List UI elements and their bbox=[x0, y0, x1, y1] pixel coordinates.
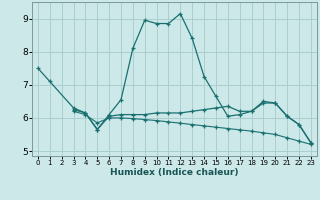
X-axis label: Humidex (Indice chaleur): Humidex (Indice chaleur) bbox=[110, 168, 239, 177]
